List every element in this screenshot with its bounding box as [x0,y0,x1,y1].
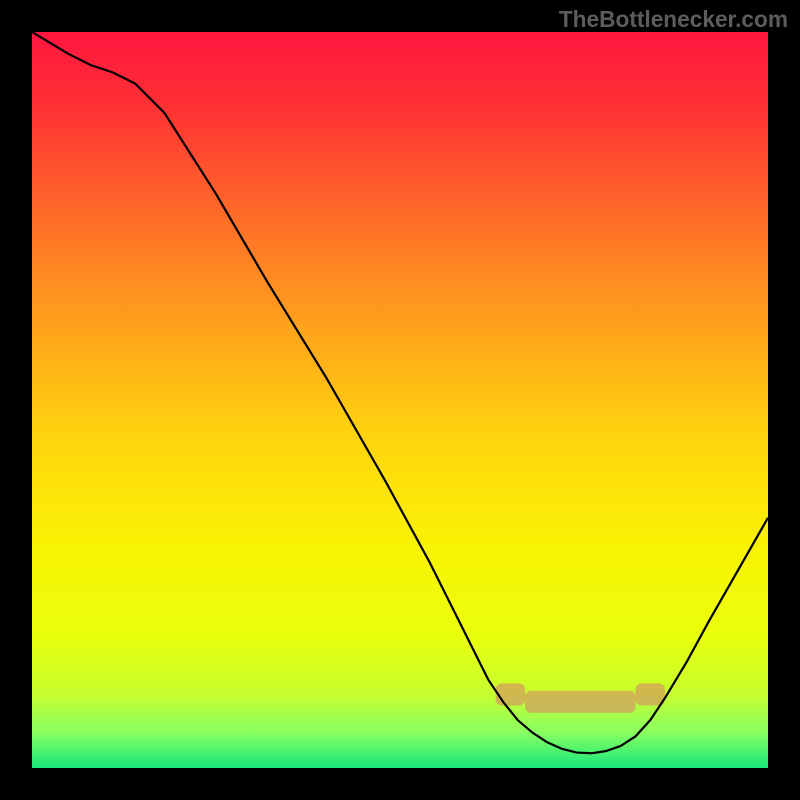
plot-area [32,32,768,768]
watermark-text: TheBottlenecker.com [559,6,788,33]
bottom-bump-band [496,683,665,712]
chart-frame: TheBottlenecker.com [0,0,800,800]
curve-overlay [32,32,768,768]
bottleneck-curve [32,32,768,753]
